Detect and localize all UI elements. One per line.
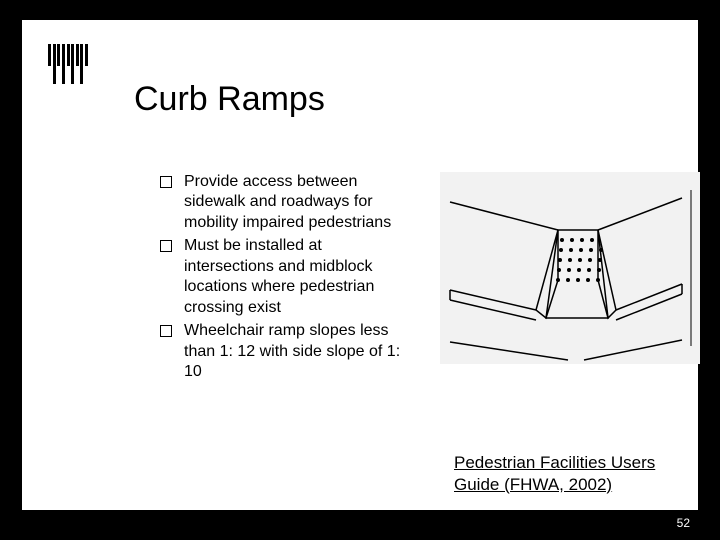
- tick-icon: [76, 44, 79, 66]
- tick-icon: [67, 44, 70, 66]
- list-item: Must be installed at intersections and m…: [160, 236, 410, 318]
- tick-icon: [57, 44, 60, 66]
- decorative-ticks: [48, 44, 88, 88]
- slide-panel: Curb Ramps Provide access between sidewa…: [22, 20, 698, 510]
- bottom-rule: [22, 508, 698, 510]
- page-number: 52: [677, 516, 690, 530]
- slide-title: Curb Ramps: [134, 80, 325, 119]
- tick-icon: [71, 44, 74, 84]
- tick-icon: [62, 44, 65, 84]
- tick-icon: [85, 44, 88, 66]
- list-item: Provide access between sidewalk and road…: [160, 172, 410, 233]
- curb-ramp-diagram: [440, 172, 700, 364]
- curb-ramp-icon: [440, 172, 700, 364]
- tick-icon: [80, 44, 83, 84]
- figure-caption: Pedestrian Facilities Users Guide (FHWA,…: [454, 452, 704, 496]
- bullet-list: Provide access between sidewalk and road…: [160, 172, 410, 386]
- tick-icon: [48, 44, 51, 66]
- list-item: Wheelchair ramp slopes less than 1: 12 w…: [160, 321, 410, 382]
- tick-icon: [53, 44, 56, 84]
